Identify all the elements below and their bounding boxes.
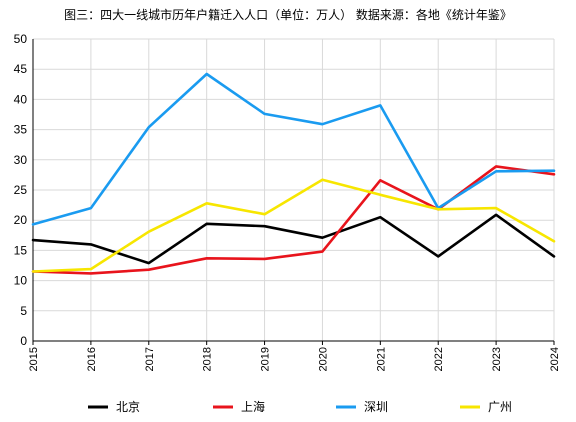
legend-label: 深圳 [364, 400, 388, 414]
x-tick-label: 2017 [144, 347, 156, 371]
x-tick-label: 2019 [260, 347, 272, 371]
y-tick-label: 25 [14, 183, 28, 197]
y-tick-label: 5 [20, 304, 27, 318]
y-tick-label: 20 [14, 213, 28, 227]
series-lines [31, 72, 556, 275]
x-tick-label: 2018 [202, 347, 214, 371]
series-line-2 [31, 165, 556, 275]
y-tick-label: 40 [14, 92, 28, 106]
y-tick-labels: 0 5 10 15 20 25 30 35 40 45 50 [14, 32, 28, 348]
y-tick-label: 10 [14, 274, 28, 288]
y-tick-label: 50 [14, 32, 28, 46]
y-tick-label: 15 [14, 243, 28, 257]
series-line-3 [31, 72, 556, 226]
y-tick-label: 30 [14, 153, 28, 167]
chart-title: 图三：四大一线城市历年户籍迁入人口（单位：万人） 数据来源：各地《统计年鉴》 [64, 8, 512, 22]
axes [32, 39, 555, 345]
x-tick-label: 2022 [433, 347, 445, 371]
y-tick-label: 45 [14, 62, 28, 76]
legend: 北京 上海 深圳 广州 [88, 399, 512, 414]
x-tick-label: 2021 [375, 347, 387, 371]
x-tick-label: 2023 [491, 347, 503, 371]
series-line-1 [31, 213, 556, 265]
x-tick-label: 2024 [549, 347, 561, 371]
x-tick-label: 2015 [28, 347, 40, 371]
y-tick-label: 35 [14, 123, 28, 137]
y-tick-label: 0 [20, 334, 27, 348]
series-line-4 [31, 178, 556, 273]
x-tick-labels: 2015 2016 2017 2018 2019 2020 2021 2022 2023 2024 [28, 347, 561, 371]
grid-lines [32, 38, 555, 342]
legend-label: 广州 [488, 400, 512, 414]
legend-label: 上海 [241, 399, 265, 414]
x-tick-label: 2020 [317, 347, 329, 371]
x-tick-label: 2016 [86, 347, 98, 371]
legend-label: 北京 [116, 400, 140, 414]
